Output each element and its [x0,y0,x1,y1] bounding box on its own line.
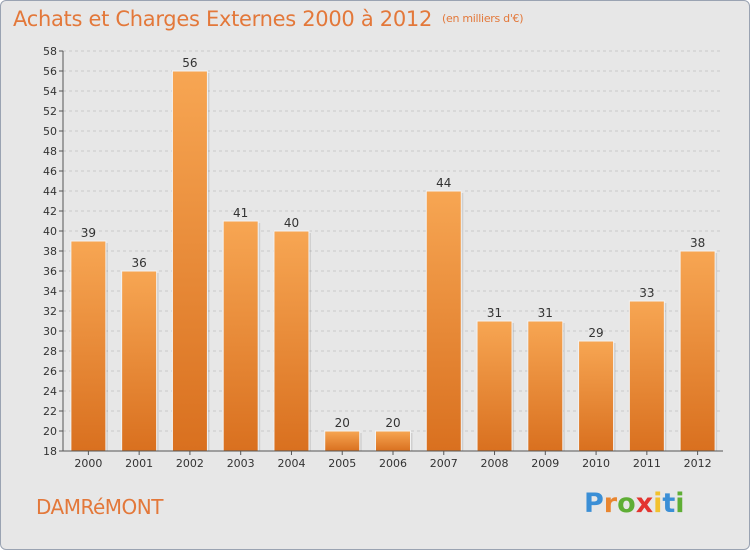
bar-value-label: 40 [284,216,299,230]
bar [121,270,158,452]
y-tick-label: 36 [43,265,57,278]
bar-value-label: 33 [639,286,654,300]
x-tick-label: 2012 [684,457,712,470]
x-tick-label: 2005 [328,457,356,470]
x-tick-label: 2007 [430,457,458,470]
logo-letter: o [617,488,636,519]
bar-value-label: 56 [182,56,197,70]
bar [628,300,665,452]
chart-title: Achats et Charges Externes 2000 à 2012 (e… [13,7,524,31]
bar-value-label: 20 [335,416,350,430]
bar-value-label: 44 [436,176,451,190]
logo-letter: i [675,488,685,519]
x-tick-label: 2004 [277,457,305,470]
y-tick-label: 58 [43,45,57,58]
x-tick-label: 2003 [227,457,255,470]
y-tick-label: 40 [43,225,57,238]
bar [527,320,564,452]
bar [375,430,411,452]
bar [679,250,716,452]
chart-title-text: Achats et Charges Externes 2000 à 2012 [13,7,433,31]
bar [425,190,462,452]
x-tick-label: 2010 [582,457,610,470]
bar [171,70,208,452]
bar [578,340,615,452]
bar-value-label: 38 [690,236,705,250]
x-tick-label: 2008 [481,457,509,470]
logo-letter: r [603,488,618,519]
bar [70,240,107,452]
y-tick-label: 46 [43,165,57,178]
y-tick-label: 44 [43,185,57,198]
bar-value-label: 41 [233,206,248,220]
bar [324,430,361,452]
bar [222,220,259,452]
y-tick-label: 20 [43,425,57,438]
x-tick-label: 2006 [379,457,407,470]
proxiti-logo[interactable]: Proxiti [584,488,685,519]
chart-unit: (en milliers d'€) [442,12,524,25]
bar-value-label: 31 [538,306,553,320]
y-tick-label: 54 [43,85,57,98]
logo-letter: i [653,488,663,519]
y-tick-label: 42 [43,205,57,218]
logo-letter: t [662,488,676,519]
y-tick-label: 18 [43,445,57,458]
y-tick-label: 50 [43,125,57,138]
y-tick-label: 48 [43,145,57,158]
logo-letter: x [635,488,654,519]
y-tick-label: 30 [43,325,57,338]
x-tick-label: 2001 [125,457,153,470]
y-tick-label: 22 [43,405,57,418]
y-tick-label: 52 [43,105,57,118]
x-tick-label: 2000 [74,457,102,470]
commune-name: DAMRéMONT [36,495,163,519]
y-tick-label: 28 [43,345,57,358]
x-tick-label: 2002 [176,457,204,470]
bar [476,320,513,452]
bar-value-label: 36 [132,256,147,270]
y-tick-label: 34 [43,285,57,298]
bar [273,230,310,452]
y-tick-label: 26 [43,365,57,378]
y-tick-label: 24 [43,385,57,398]
x-tick-label: 2009 [531,457,559,470]
bar-value-label: 39 [81,226,96,240]
bar-value-label: 20 [385,416,400,430]
bar-value-label: 31 [487,306,502,320]
y-tick-label: 56 [43,65,57,78]
logo-letter: P [584,488,604,519]
y-tick-label: 32 [43,305,57,318]
x-tick-label: 2011 [633,457,661,470]
bar-value-label: 29 [588,326,603,340]
y-tick-label: 38 [43,245,57,258]
